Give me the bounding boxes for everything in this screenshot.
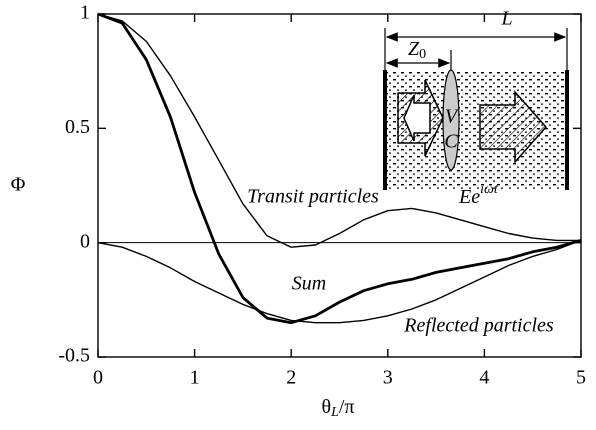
inset-label: Z [408,38,420,60]
x-axis-label: θ [321,396,331,418]
x-axis-label: θL/π [321,396,354,421]
x-tick-label: 0 [93,367,103,389]
y-tick-label: -0.5 [58,345,90,367]
series-line [97,239,582,324]
series-label: Sum [292,273,326,295]
x-tick-label: 3 [383,367,393,389]
x-tick-label: 1 [190,367,200,389]
x-axis-label: /π [339,396,355,418]
inset-label: iωt [480,182,499,197]
x-tick-label: 2 [286,367,296,389]
inset-label: V [445,106,460,128]
inset-label: Z0 [408,38,426,63]
x-tick-label: 4 [479,367,489,389]
y-tick-label: 1 [80,2,90,24]
x-tick-label: 5 [576,367,586,389]
inset-diagram: L Z0 V C Eeiωt [383,8,569,208]
series-line [97,12,582,325]
x-axis-label: L [330,405,339,420]
inset-label: C [444,131,458,153]
y-tick-label: 0.5 [65,116,90,138]
plot-frame [97,13,582,358]
inset-label: 0 [419,47,426,62]
series-label: Transit particles [247,186,379,208]
inset-label: Ee [458,186,480,208]
y-tick-label: 0 [80,230,90,252]
inset-label: Eeiωt [458,182,499,207]
inset-label: L [500,8,512,30]
series-label: Reflected particles [403,315,554,337]
series-line [97,13,581,248]
y-axis-label: Φ [11,174,26,196]
